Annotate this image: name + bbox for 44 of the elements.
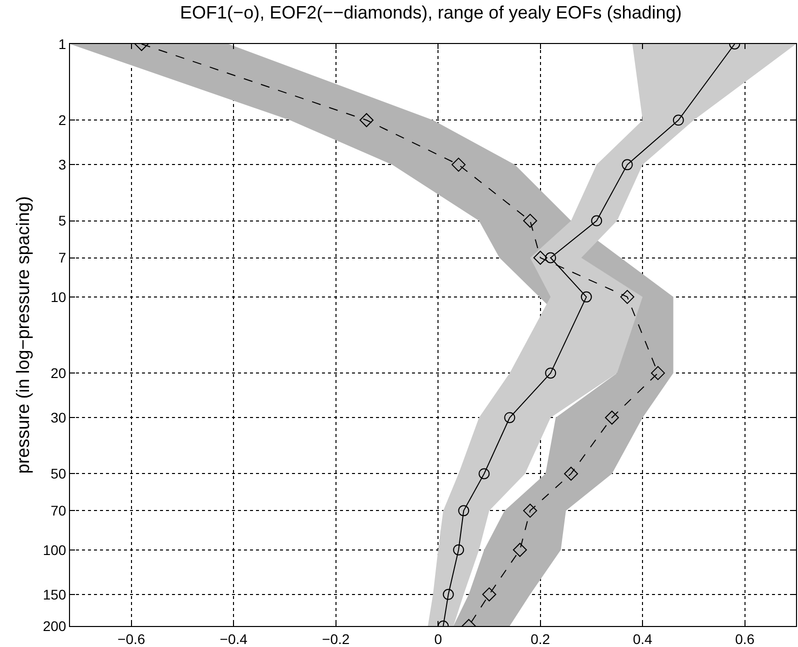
point xyxy=(453,544,464,556)
point xyxy=(452,158,466,172)
point xyxy=(360,113,374,128)
x-tick-label: 0.4 xyxy=(632,630,653,647)
point xyxy=(545,252,556,264)
point xyxy=(458,505,470,516)
y-tick-label: 200 xyxy=(42,618,66,634)
point xyxy=(523,504,538,518)
y-tick-label: 10 xyxy=(50,288,66,305)
y-tick-label: 1 xyxy=(58,36,66,52)
x-tick-label: 0 xyxy=(434,630,442,647)
point xyxy=(591,215,602,226)
point xyxy=(442,588,454,600)
y-tick-label: 30 xyxy=(50,410,66,426)
y-tick-label: 5 xyxy=(58,212,66,229)
point xyxy=(564,466,578,481)
point xyxy=(672,114,684,126)
y-axis-title: pressure (in log−pressure spacing) xyxy=(13,196,34,474)
x-tick-label: −0.4 xyxy=(220,630,248,647)
point xyxy=(650,366,665,380)
y-tick-label: 50 xyxy=(50,466,66,482)
y-tick-label: 20 xyxy=(50,364,66,381)
point xyxy=(545,368,556,379)
x-tick-label: −0.2 xyxy=(322,630,350,647)
point xyxy=(504,412,516,424)
x-tick-label: −0.6 xyxy=(118,630,146,647)
x-tick-label: 0.2 xyxy=(530,630,550,647)
y-tick-label: 3 xyxy=(58,156,66,173)
point xyxy=(533,250,548,265)
point xyxy=(478,468,490,480)
chart-title: EOF1(−o), EOF2(−−diamonds), range of yealy EOFs (shading) xyxy=(180,2,682,23)
y-tick-label: 70 xyxy=(50,502,66,519)
point xyxy=(580,291,592,302)
y-tick-label: 7 xyxy=(58,250,66,266)
y-tick-label: 150 xyxy=(42,586,66,602)
point xyxy=(482,587,496,602)
point xyxy=(512,542,527,557)
point xyxy=(604,410,619,425)
x-tick-label: 0.6 xyxy=(735,630,755,647)
y-tick-label: 2 xyxy=(58,112,66,128)
y-tick-label: 100 xyxy=(42,542,66,558)
point xyxy=(622,159,633,170)
point xyxy=(523,214,538,228)
point xyxy=(620,290,634,304)
